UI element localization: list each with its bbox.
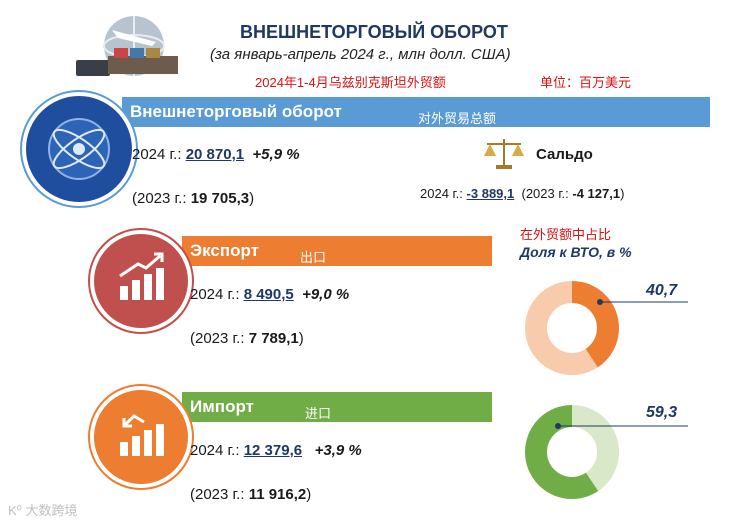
export-2024-prefix: 2024 г.: — [190, 286, 240, 303]
import-icon — [90, 386, 192, 488]
turnover-2024-prefix: 2024 г.: — [132, 146, 182, 163]
share-cn-label: 在外贸额中占比 — [520, 227, 612, 242]
export-2024-value: 8 490,5 — [243, 286, 294, 303]
export-2024-row: 2024 г.: 8 490,5 +9,0 % — [190, 286, 349, 303]
turnover-band — [122, 97, 710, 127]
import-leader-dot — [555, 423, 561, 429]
turnover-2023-suffix: ) — [249, 190, 255, 207]
scales-icon — [482, 136, 526, 170]
export-2024-change: +9,0 % — [302, 286, 350, 303]
turnover-2023-row: (2023 г.: 19 705,3) — [132, 190, 254, 207]
saldo-2024-value: -3 889,1 — [466, 186, 515, 201]
watermark-logo-icon: K⁰ — [8, 503, 26, 518]
export-cn-label: 出口 — [300, 250, 327, 265]
export-leader-dot — [597, 299, 603, 305]
import-2024-value: 12 379,6 — [243, 442, 303, 459]
cn-unit-label: 单位：百万美元 — [540, 75, 632, 90]
export-2023-value: 7 789,1 — [248, 330, 299, 347]
export-icon — [90, 230, 192, 332]
saldo-label: Сальдо — [536, 146, 593, 163]
header-illustration — [72, 12, 182, 84]
import-cn-label: 进口 — [305, 406, 332, 421]
export-band — [182, 236, 492, 266]
import-2024-row: 2024 г.: 12 379,6 +3,9 % — [190, 442, 362, 459]
turnover-2024-value: 20 870,1 — [185, 146, 245, 163]
import-2023-row: (2023 г.: 11 916,2) — [190, 486, 311, 503]
saldo-row: 2024 г.: -3 889,1 (2023 г.: -4 127,1) — [420, 186, 624, 201]
import-2023-value: 11 916,2 — [248, 486, 307, 503]
turnover-2024-row: 2024 г.: 20 870,1 +5,9 % — [132, 146, 300, 163]
import-2024-change: +3,9 % — [314, 442, 362, 459]
page-subtitle: (за январь-апрель 2024 г., млн долл. США… — [210, 46, 511, 63]
saldo-2023-prefix: (2023 г.: — [521, 186, 569, 201]
turnover-cn-label: 对外贸易总额 — [418, 111, 497, 126]
page-title: ВНЕШНЕТОРГОВЫЙ ОБОРОТ — [240, 22, 508, 42]
share-label: Доля к ВТО, в % — [520, 244, 632, 260]
import-share-donut — [525, 405, 688, 499]
export-share-donut — [525, 281, 688, 375]
import-2023-suffix: ) — [306, 486, 312, 503]
import-share-value: 59,3 — [646, 404, 678, 421]
turnover-label: Внешнеторговый оборот — [130, 102, 342, 121]
import-2024-prefix: 2024 г.: — [190, 442, 240, 459]
import-band — [182, 392, 492, 422]
saldo-2023-value: -4 127,1 — [572, 186, 621, 201]
export-2023-suffix: ) — [298, 330, 304, 347]
export-2023-row: (2023 г.: 7 789,1) — [190, 330, 304, 347]
export-share-value: 40,7 — [646, 282, 678, 299]
turnover-2023-value: 19 705,3 — [190, 190, 250, 207]
export-donut-arc — [525, 281, 619, 375]
import-2023-prefix: (2023 г.: — [190, 486, 245, 503]
saldo-2023-suffix: ) — [620, 186, 625, 201]
cn-subtitle: 2024年1-4月乌兹别克斯坦外贸额 — [255, 75, 446, 90]
turnover-2023-prefix: (2023 г.: — [132, 190, 187, 207]
import-label: Импорт — [190, 397, 254, 416]
watermark: K⁰ 大数跨境 — [8, 500, 78, 519]
import-donut-arc — [525, 405, 619, 499]
turnover-2024-change: +5,9 % — [252, 146, 300, 163]
saldo-2024-prefix: 2024 г.: — [420, 186, 463, 201]
watermark-text: 大数跨境 — [25, 503, 78, 518]
export-label: Экспорт — [190, 241, 259, 260]
export-2023-prefix: (2023 г.: — [190, 330, 245, 347]
turnover-icon — [22, 92, 136, 206]
